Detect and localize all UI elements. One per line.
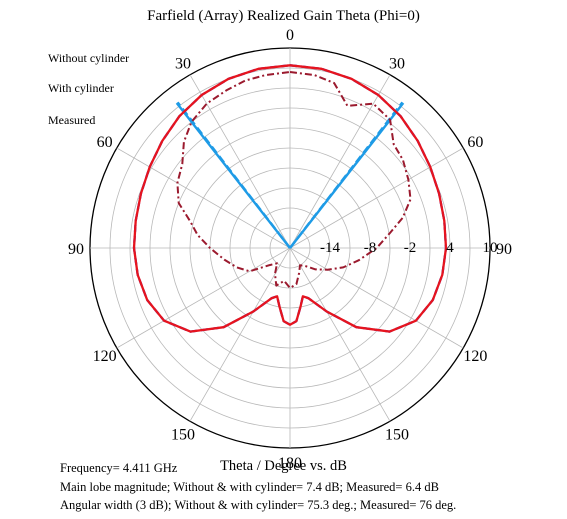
grid-spoke (189, 247, 291, 422)
angle-tick-label: 150 (385, 426, 409, 443)
angle-tick-label: 90 (496, 241, 512, 258)
angle-tick-label: 30 (389, 56, 405, 73)
angle-tick-label: 30 (175, 56, 191, 73)
beamwidth-lines (175, 101, 405, 249)
angle-tick-label: 60 (97, 134, 113, 151)
radial-tick-label: 4 (446, 240, 454, 256)
footer-frequency: Frequency= 4.411 GHz (60, 461, 178, 475)
grid-spoke (289, 247, 391, 422)
footer-main-lobe: Main lobe magnitude; Without & with cyli… (60, 480, 439, 494)
angle-tick-label: 120 (463, 348, 487, 365)
grid-spoke (116, 247, 291, 349)
axis-title: Theta / Degree vs. dB (220, 458, 347, 474)
radial-tick-label: -2 (404, 240, 417, 256)
grid-spoke (289, 74, 391, 249)
angle-tick-label: 180 (278, 455, 302, 472)
radial-tick-label: 10 (483, 240, 498, 256)
angle-tick-label: 150 (171, 426, 195, 443)
beamwidth-line (289, 102, 405, 249)
radial-tick-label: -14 (320, 240, 340, 256)
tick-labels: 0 30 30 60 60 90 90 120 120 150 150 180 -14 -8 -2 4 10 (68, 27, 512, 472)
chart-title: Farfield (Array) Realized Gain Theta (Ph… (147, 8, 420, 24)
grid-spoke (289, 247, 464, 349)
angle-tick-label: 0 (286, 27, 294, 44)
series-line-measured (176, 71, 412, 289)
legend-label: With cylinder (48, 81, 114, 95)
series-layer (132, 64, 448, 333)
legend-label: Measured (48, 113, 96, 127)
angle-tick-label: 90 (68, 241, 84, 258)
footer-angular-width: Angular width (3 dB); Without & with cyl… (60, 498, 457, 512)
grid-spoke (289, 147, 464, 249)
legend-label: Without cylinder (48, 51, 130, 65)
series-line-with-cylinder (132, 64, 448, 333)
angle-tick-label: 60 (467, 134, 483, 151)
grid-spoke (116, 147, 291, 249)
radial-tick-label: -8 (364, 240, 377, 256)
angle-tick-label: 120 (93, 348, 117, 365)
grid-spoke (189, 74, 291, 249)
polar-grid (89, 47, 491, 449)
beamwidth-line (175, 102, 291, 249)
